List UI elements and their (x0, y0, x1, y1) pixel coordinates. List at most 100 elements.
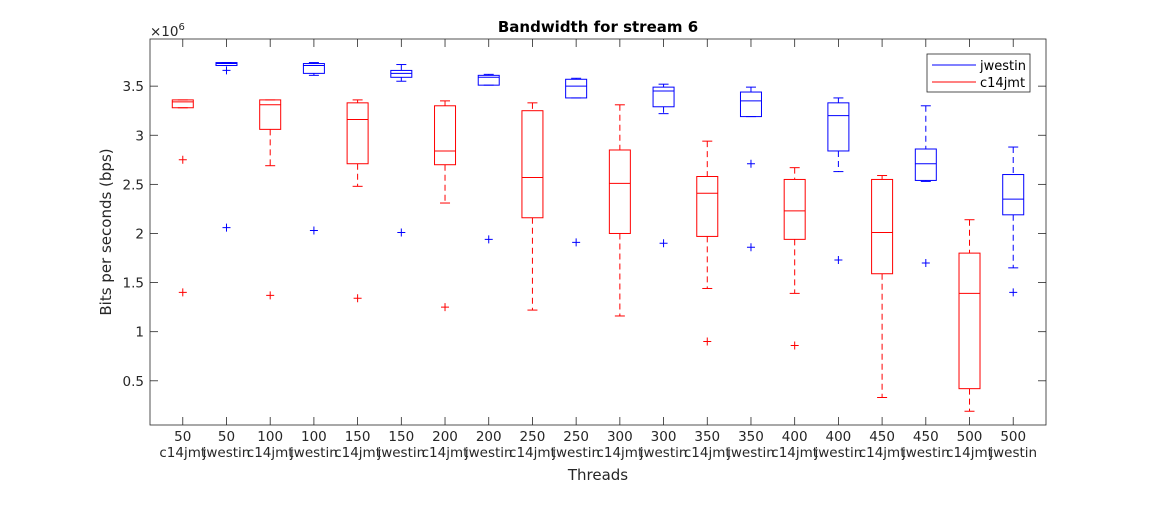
x-tick-label-threads: 450 (913, 429, 939, 445)
outlier-point (441, 303, 450, 312)
x-tick-label-series: c14jmt (596, 445, 643, 461)
box-group-350-jwestin (739, 86, 762, 252)
axes: 50c14jmt50jwestin100c14jmt100jwestin150c… (123, 38, 1047, 461)
legend-box (926, 53, 1031, 93)
x-tick-label-threads: 150 (388, 429, 414, 445)
x-tick-label-series: jwestin (814, 445, 863, 461)
box-group-300-c14jmt (608, 104, 631, 317)
y-tick-label: 2 (135, 226, 144, 242)
x-tick-label-threads: 150 (345, 429, 371, 445)
box (608, 149, 631, 234)
box (827, 102, 850, 152)
x-tick-label-threads: 500 (1000, 429, 1026, 445)
box (958, 252, 981, 390)
x-tick-label-threads: 50 (218, 429, 235, 445)
box (477, 74, 500, 86)
x-tick-label-threads: 250 (520, 429, 546, 445)
box-group-200-c14jmt (434, 100, 457, 312)
box-group-100-c14jmt (259, 99, 282, 300)
box-group-100-jwestin (302, 62, 325, 235)
box-group-350-c14jmt (696, 140, 719, 346)
x-tick-label-series: c14jmt (509, 445, 556, 461)
x-tick-label-series: c14jmt (771, 445, 818, 461)
x-tick-label-series: jwestin (551, 445, 600, 461)
x-axis-label: Threads (567, 466, 628, 484)
outlier-point (178, 155, 187, 164)
x-tick-label-threads: 350 (694, 429, 720, 445)
box-group-400-jwestin (827, 97, 850, 264)
y-exponent-base: ×10 (150, 24, 179, 40)
outlier-point (178, 288, 187, 297)
box-group-50-c14jmt (171, 99, 194, 297)
box-group-250-c14jmt (521, 102, 544, 311)
x-tick-label-threads: 400 (782, 429, 808, 445)
box (1002, 174, 1025, 216)
box (259, 99, 282, 130)
outlier-point (572, 238, 581, 247)
outlier-point (397, 228, 406, 237)
outlier-point (353, 294, 362, 303)
x-tick-label-threads: 300 (607, 429, 633, 445)
box (739, 91, 762, 118)
box (565, 78, 588, 99)
x-tick-label-series: jwestin (464, 445, 513, 461)
box-group-450-jwestin (914, 105, 937, 267)
x-tick-label-series: c14jmt (334, 445, 381, 461)
x-tick-label-series: jwestin (376, 445, 425, 461)
box-group-150-jwestin (390, 64, 413, 237)
box (783, 178, 806, 240)
plot-area (150, 39, 1046, 425)
y-tick-label: 1 (135, 325, 144, 341)
x-tick-label-threads: 400 (825, 429, 851, 445)
outlier-point (309, 226, 318, 235)
y-tick-label: 2.5 (123, 177, 144, 193)
box (871, 178, 894, 275)
y-axis-exponent: ×106 (150, 22, 185, 40)
x-tick-label-threads: 350 (738, 429, 764, 445)
box-group-500-c14jmt (958, 219, 981, 412)
box (652, 86, 675, 108)
outlier-point (266, 291, 275, 300)
x-tick-label-series: jwestin (639, 445, 688, 461)
outlier-point (222, 223, 231, 232)
x-tick-label-series: c14jmt (247, 445, 294, 461)
x-tick-label-threads: 50 (174, 429, 191, 445)
y-tick-label: 1.5 (123, 276, 144, 292)
x-tick-label-series: jwestin (901, 445, 950, 461)
x-tick-label-series: jwestin (726, 445, 775, 461)
box (346, 102, 369, 165)
box (171, 99, 194, 109)
box-group-300-jwestin (652, 83, 675, 248)
chart-marks (171, 62, 1025, 412)
y-tick-label: 0.5 (123, 374, 144, 390)
box (434, 105, 457, 166)
outlier-point (1009, 288, 1018, 297)
y-tick-label: 3.5 (123, 79, 144, 95)
x-tick-label-series: c14jmt (159, 445, 206, 461)
x-tick-label-threads: 200 (476, 429, 502, 445)
x-tick-label-series: c14jmt (859, 445, 906, 461)
box-group-250-jwestin (565, 77, 588, 247)
box-group-150-c14jmt (346, 99, 369, 303)
box-group-50-jwestin (215, 62, 238, 232)
box-group-500-jwestin (1002, 146, 1025, 297)
box-group-200-jwestin (477, 73, 500, 244)
x-tick-label-threads: 200 (432, 429, 458, 445)
y-axis-label: Bits per seconds (bps) (97, 148, 115, 315)
outlier-point (222, 66, 231, 75)
legend: jwestin c14jmt (926, 53, 1031, 93)
x-tick-label-series: jwestin (289, 445, 338, 461)
legend-label-jwestin: jwestin (979, 59, 1026, 74)
x-tick-label-series: jwestin (202, 445, 251, 461)
box-group-400-c14jmt (783, 167, 806, 350)
outlier-point (834, 255, 843, 264)
x-tick-label-threads: 100 (257, 429, 283, 445)
box (914, 148, 937, 181)
outlier-point (484, 235, 493, 244)
x-tick-label-series: c14jmt (684, 445, 731, 461)
x-tick-label-series: jwestin (988, 445, 1037, 461)
outlier-point (703, 337, 712, 346)
x-tick-label-threads: 450 (869, 429, 895, 445)
outlier-point (659, 239, 668, 248)
